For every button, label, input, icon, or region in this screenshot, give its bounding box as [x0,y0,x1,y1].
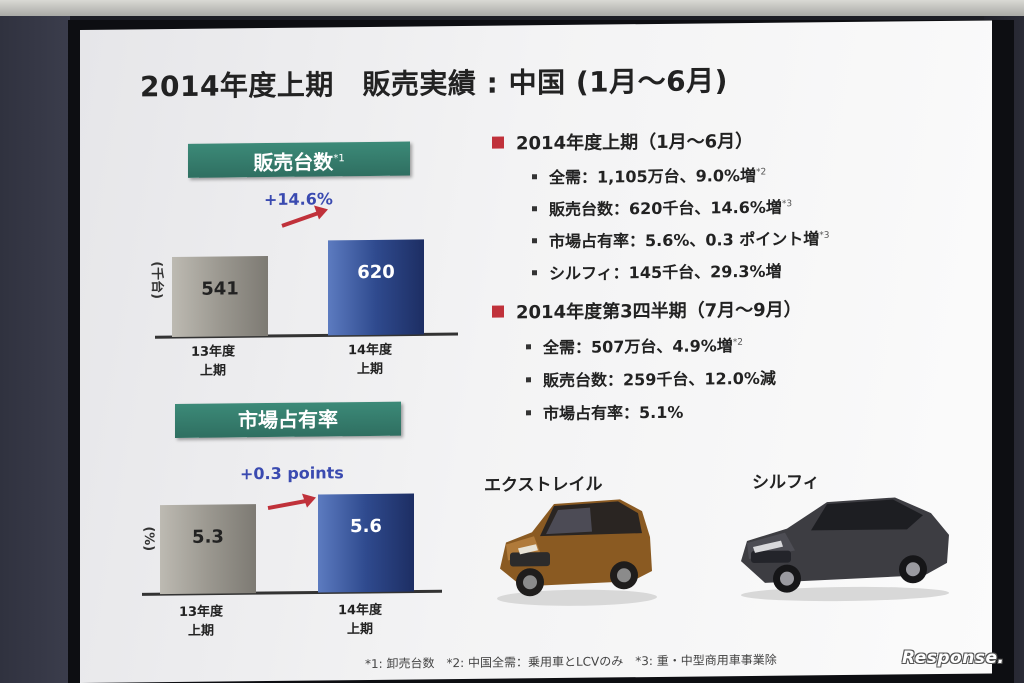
section1-item-3-note: *3 [819,230,830,241]
bar-charts: 541 620 5.3 5.6 [142,205,458,596]
section1-item-2: 販売台数：620千台、14.6%増*3 [532,194,792,221]
section1-marker [492,136,504,149]
sales-bar-1-value-label: 541 [201,278,239,299]
section1-heading-text: 2014年度上期（1月～6月） [516,130,754,155]
xtrail-car-image [497,499,657,606]
bullet-dot [532,206,537,212]
ceiling [0,0,1024,16]
section1-item-2-note: *3 [781,199,793,210]
bullet-dot [526,344,531,350]
share-bar-2-value-label: 5.6 [350,516,382,537]
share-change-arrowhead [302,493,316,508]
section2-heading-text: 2014年度第3四半期（7月～9月） [516,299,802,324]
watermark-logo: Response. [902,648,1005,668]
share-bar-2 [318,493,414,593]
bullet-dot [532,174,537,180]
section1-item-3: 市場占有率：5.6%、0.3 ポイント増*3 [532,225,830,252]
section2-item-2-text: 販売台数：259千台、12.0%減 [543,368,776,391]
section1-item-4: シルフィ：145千台、29.3%増 [532,258,782,285]
share-bar-1 [160,504,256,595]
sales-bar-chart: 541 620 [155,205,458,339]
bullet-dot [526,410,531,416]
sales-bar-2-value-label: 620 [357,262,395,283]
section1-item-4-text: シルフィ：145千台、29.3%増 [549,261,782,284]
section2-item-1-note: *2 [732,337,744,348]
share-bar-chart: 5.3 5.6 [142,493,442,596]
sales-change-arrowhead [314,205,328,220]
section1-item-2-text: 販売台数：620千台、14.6%増 [549,197,782,220]
sales-change-arrow [281,210,321,228]
bullet-dot [532,270,537,276]
section1-heading: 2014年度上期（1月～6月） [492,127,753,156]
section1-item-1-text: 全需：1,105万台、9.0%増 [549,165,756,188]
slide: 2014年度上期 販売実績 : 中国 (1月～6月) 販売台数*1 +14.6%… [80,20,992,683]
bullet-dot [532,238,537,244]
share-change-arrow [267,498,309,510]
section2-item-3: 市場占有率：5.1% [526,399,683,425]
car2-name: シルフィ [752,472,820,493]
section2-item-3-text: 市場占有率：5.1% [543,402,684,424]
sylphy-car-image [741,497,949,602]
section2-item-2: 販売台数：259千台、12.0%減 [526,365,776,392]
section1-item-3-text: 市場占有率：5.6%、0.3 ポイント増 [549,229,820,252]
sales-bar-2 [328,239,424,336]
room-wall-left [0,16,70,683]
bullet-dot [526,377,531,383]
section2-marker [492,305,504,318]
share-bar-1-value-label: 5.3 [192,526,224,547]
sales-bar-1 [172,256,268,338]
section1-item-1-note: *2 [756,167,767,178]
section2-item-1: 全需：507万台、4.9%増*2 [526,332,743,358]
section2-item-1-text: 全需：507万台、4.9%増 [543,336,733,358]
section2-heading: 2014年度第3四半期（7月～9月） [492,295,802,324]
section1-item-1: 全需：1,105万台、9.0%増*2 [532,162,766,188]
